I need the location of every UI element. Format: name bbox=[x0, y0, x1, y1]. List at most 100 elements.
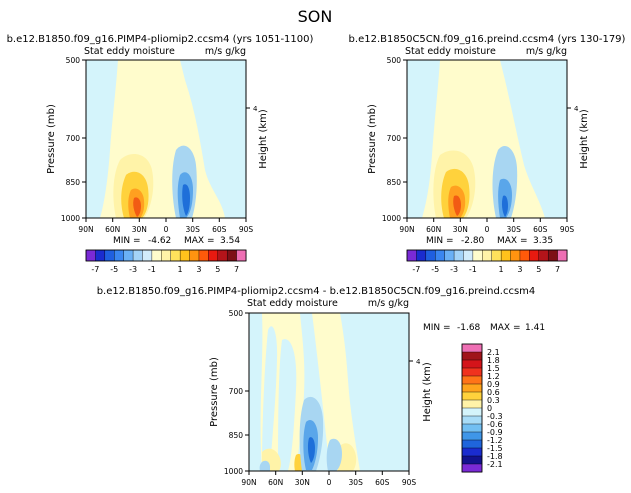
panel-1-pos-deep-cell bbox=[133, 197, 141, 217]
panel-1-colorbar-frame bbox=[85, 249, 247, 262]
panel-3-xtick-label: 30N bbox=[295, 478, 310, 487]
panel-2-neg-region-north bbox=[407, 60, 440, 218]
panel-2-colorbar-label: -5 bbox=[431, 265, 439, 274]
panel-1-variable-label: Stat eddy moisture bbox=[84, 46, 175, 57]
panel-2-ytick-label: 850 bbox=[387, 178, 402, 187]
panel-2-ylabel-right: Height (km) bbox=[579, 109, 590, 169]
panel-1-colorbar-label: -1 bbox=[148, 265, 156, 274]
panel-1-xtick-label: 30N bbox=[132, 225, 147, 234]
panel-2-colorbar-swatch bbox=[538, 249, 549, 262]
panel-1-colorbar-label: 7 bbox=[234, 265, 239, 274]
panel-1-min-label: MIN = bbox=[113, 236, 141, 246]
panel-3-min-label: MIN = bbox=[423, 323, 451, 333]
panel-1-min-value: -4.62 bbox=[148, 236, 171, 246]
panel-3-xtick-label: 60S bbox=[375, 478, 390, 487]
panel-3-ytick-label: 500 bbox=[229, 309, 244, 318]
panel-3-colorbar-label: -0.6 bbox=[487, 420, 503, 429]
panel-3-neg-mid-patch-north bbox=[259, 460, 270, 471]
panel-3-colorbar-label: 1.5 bbox=[487, 364, 500, 373]
panel-2-ylabel: Pressure (mb) bbox=[367, 104, 378, 174]
panel-1-max-value: 3.54 bbox=[220, 236, 240, 246]
panel-2: b.e12.B1850C5CN.f09_g16.preind.ccsm4 (yr… bbox=[349, 34, 626, 274]
panel-3-colorbar-label: -0.9 bbox=[487, 428, 503, 437]
panel-1-colorbar-swatch bbox=[161, 249, 172, 262]
panel-2-contours bbox=[407, 60, 567, 218]
panel-1-colorbar-swatch bbox=[85, 249, 96, 262]
panel-3-xtick-label: 0 bbox=[327, 478, 332, 487]
panel-3-colorbar-swatch bbox=[461, 431, 483, 441]
panel-2-xtick-label: 0 bbox=[485, 225, 490, 234]
panel-2-min-value: -2.80 bbox=[461, 236, 485, 246]
panel-2-ytick-label: 700 bbox=[387, 134, 402, 143]
panel-3-colorbar-swatch bbox=[461, 423, 483, 433]
panel-2-colorbar-swatch bbox=[482, 249, 493, 262]
panel-1-ylabel: Pressure (mb) bbox=[46, 104, 57, 174]
panel-2-min-label: MIN = bbox=[426, 236, 454, 246]
panel-1-xtick-label: 60S bbox=[212, 225, 227, 234]
panel-2-ytick-label: 500 bbox=[387, 56, 402, 65]
panel-3-colorbar-label: 2.1 bbox=[487, 348, 500, 357]
panel-2-right-tick-label: 4 bbox=[574, 105, 579, 113]
panel-1-colorbar-swatch bbox=[123, 249, 134, 262]
panel-1-colorbar-label: -5 bbox=[110, 265, 118, 274]
panel-3-colorbar-swatch bbox=[461, 415, 483, 425]
panel-3-colorbar-swatch bbox=[461, 367, 483, 377]
panel-3-colorbar-label: 0 bbox=[487, 404, 492, 413]
panel-1-ytick-label: 850 bbox=[66, 178, 81, 187]
panel-1-colorbar bbox=[85, 249, 247, 262]
panel-2-colorbar-swatch bbox=[510, 249, 521, 262]
panel-1-colorbar-swatch bbox=[189, 249, 200, 262]
panel-1-colorbar-swatch bbox=[236, 249, 247, 262]
panel-2-ytick-label: 1000 bbox=[382, 214, 401, 223]
panel-3-colorbar-label: -1.8 bbox=[487, 452, 503, 461]
panel-3-neg-region-north bbox=[249, 313, 263, 471]
panel-2-colorbar-swatch bbox=[425, 249, 436, 262]
panel-3-contours bbox=[249, 313, 409, 471]
panel-1-xtick-label: 90S bbox=[239, 225, 254, 234]
panel-3-colorbar-label: 0.6 bbox=[487, 388, 500, 397]
panel-1-colorbar-swatch bbox=[142, 249, 153, 262]
panel-1-colorbar-label: 3 bbox=[196, 265, 201, 274]
panel-3-right-tick-label: 4 bbox=[416, 358, 421, 366]
panel-2-colorbar-label: 5 bbox=[536, 265, 541, 274]
panel-2-colorbar-swatch bbox=[444, 249, 455, 262]
panel-3-colorbar-swatch bbox=[461, 375, 483, 385]
panel-1-colorbar-swatch bbox=[217, 249, 228, 262]
panel-2-colorbar-swatch bbox=[547, 249, 559, 262]
panel-3-colorbar-swatch bbox=[461, 463, 483, 473]
panel-3-ylabel-right: Height (km) bbox=[422, 362, 433, 422]
panel-1-colorbar-swatch bbox=[179, 249, 191, 262]
panel-1-colorbar-label: 5 bbox=[215, 265, 220, 274]
panel-1-colorbar-swatch bbox=[198, 249, 209, 262]
panel-1-ytick-label: 700 bbox=[66, 134, 81, 143]
panel-3-xtick-label: 30S bbox=[349, 478, 364, 487]
panel-3-colorbar-label: -1.5 bbox=[487, 444, 503, 453]
panel-1-xtick-label: 60N bbox=[105, 225, 120, 234]
panel-2-colorbar-label: 1 bbox=[499, 265, 504, 274]
panel-2-colorbar-swatch bbox=[491, 249, 502, 262]
panel-1-neg-region-south bbox=[180, 60, 246, 218]
panel-3-colorbar-swatch bbox=[461, 359, 483, 369]
panel-2-colorbar-frame bbox=[406, 249, 568, 262]
panel-2-max-value: 3.35 bbox=[533, 236, 553, 246]
panel-2-colorbar-label: -1 bbox=[469, 265, 477, 274]
panel-3-colorbar-swatch bbox=[461, 447, 483, 457]
panel-3: b.e12.B1850.f09_g16.PIMP4-pliomip2.ccsm4… bbox=[97, 286, 545, 487]
panel-1-colorbar-label: 1 bbox=[178, 265, 183, 274]
panel-2-title: b.e12.B1850C5CN.f09_g16.preind.ccsm4 (yr… bbox=[349, 34, 626, 45]
panel-3-neg-deep-cell bbox=[307, 437, 315, 463]
panel-2-colorbar-label: -7 bbox=[412, 265, 420, 274]
panel-1-ytick-label: 500 bbox=[66, 56, 81, 65]
panel-1-colorbar-swatch bbox=[170, 249, 181, 262]
panel-1-title: b.e12.B1850.f09_g16.PIMP4-pliomip2.ccsm4… bbox=[7, 34, 314, 45]
panel-2-colorbar-swatch bbox=[529, 249, 540, 262]
panel-2-colorbar-swatch bbox=[519, 249, 530, 262]
page-title: SON bbox=[298, 7, 333, 26]
panel-3-colorbar-swatch bbox=[461, 455, 483, 465]
panel-2-xtick-label: 30S bbox=[507, 225, 522, 234]
panel-1-neg-region-north bbox=[86, 60, 118, 218]
panel-1-neg-deep-cell bbox=[182, 184, 190, 216]
panel-1-colorbar-swatch bbox=[104, 249, 115, 262]
panel-2-colorbar-swatch bbox=[472, 249, 483, 262]
panel-3-max-label: MAX = bbox=[490, 323, 521, 333]
